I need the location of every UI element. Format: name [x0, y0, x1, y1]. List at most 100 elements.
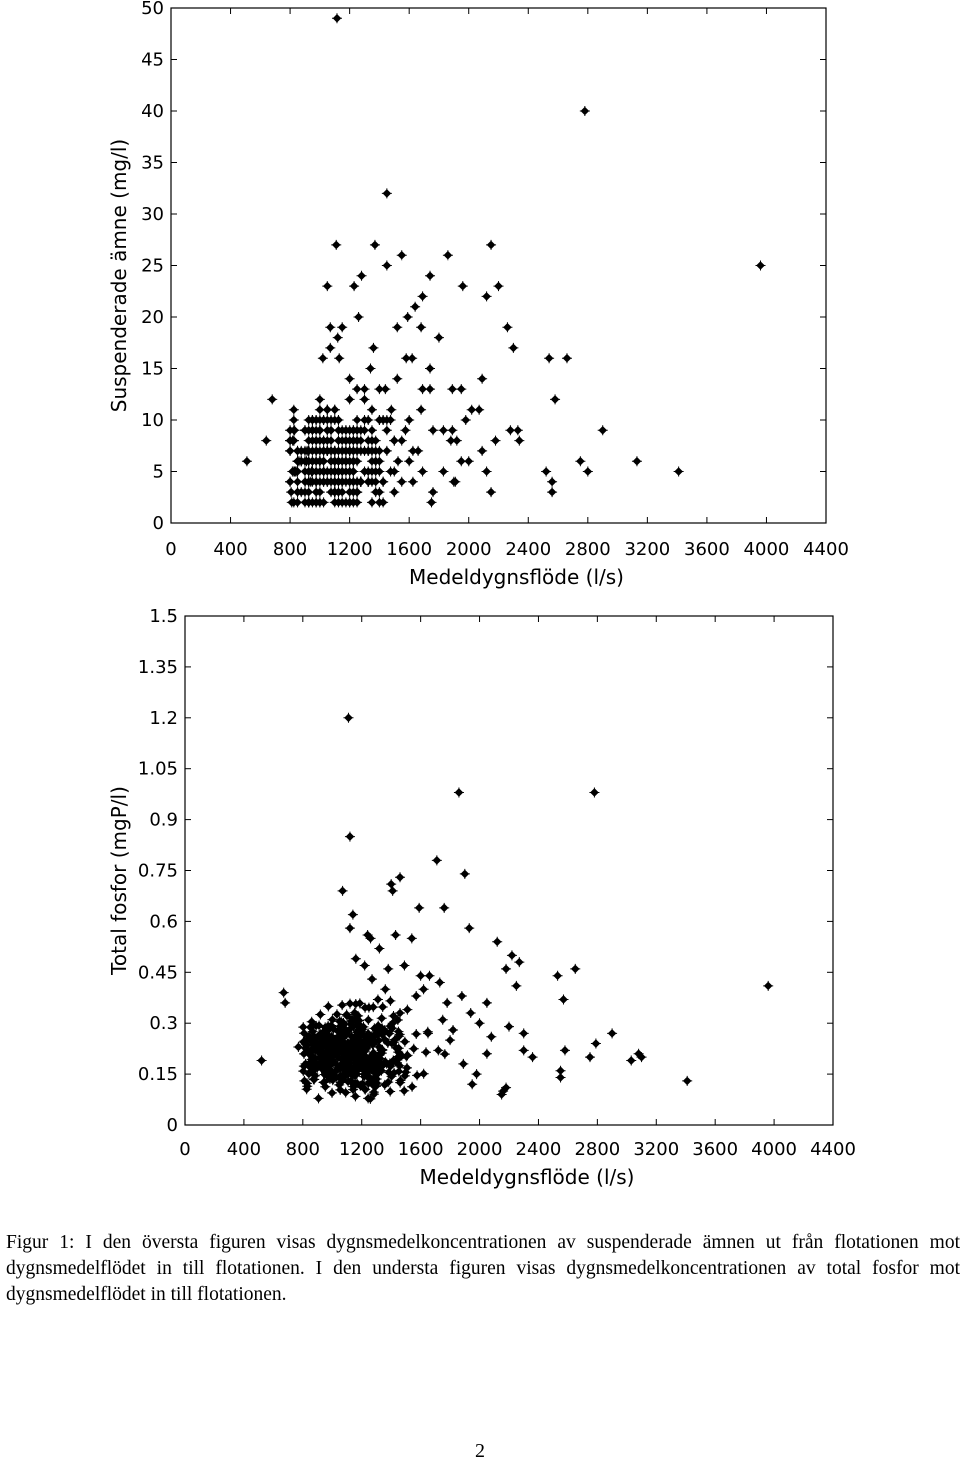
data-point: [433, 1045, 444, 1056]
data-point: [374, 1059, 385, 1070]
data-point: [288, 415, 299, 425]
data-point: [351, 1068, 362, 1079]
data-point: [292, 476, 303, 487]
data-point: [385, 466, 396, 477]
data-point: [407, 1081, 418, 1092]
data-point: [338, 1017, 349, 1028]
data-point: [386, 404, 397, 415]
data-point: [456, 991, 467, 1002]
y-tick-label: 0.6: [149, 911, 178, 932]
data-point: [344, 923, 355, 934]
data-point: [552, 970, 563, 981]
x-tick-label: 4000: [751, 1139, 797, 1160]
x-tick-label: 1200: [339, 1139, 385, 1160]
data-point: [389, 435, 400, 446]
data-point: [410, 301, 421, 312]
x-tick-label: 800: [286, 1139, 320, 1160]
data-point: [302, 1081, 313, 1092]
data-point: [763, 980, 774, 991]
data-point: [442, 997, 453, 1008]
data-point: [582, 466, 593, 477]
y-tick-label: 25: [141, 256, 164, 277]
data-point: [347, 909, 358, 920]
data-point: [392, 1015, 403, 1026]
data-point: [285, 435, 296, 446]
data-point: [481, 997, 492, 1008]
data-point: [359, 1044, 370, 1055]
x-tick-label: 3200: [624, 539, 670, 560]
data-point: [408, 1043, 419, 1054]
data-point: [323, 1001, 334, 1012]
data-point: [490, 435, 501, 446]
data-point: [340, 1070, 351, 1081]
data-point: [590, 1038, 601, 1049]
data-point: [318, 1058, 329, 1069]
data-point: [369, 1023, 380, 1034]
data-point: [463, 456, 474, 467]
data-point: [365, 363, 376, 374]
data-point: [383, 1067, 394, 1078]
x-tick-label: 3600: [684, 539, 730, 560]
data-point: [342, 1010, 353, 1021]
x-tick-label: 2000: [446, 539, 492, 560]
scatter-plot-suspended-solids: 0 400 800 1200 1600 2000 2400 2800 3200 3600 4000 4…: [107, 0, 849, 589]
data-point: [448, 476, 459, 487]
data-point: [445, 435, 456, 446]
data-point: [378, 415, 389, 425]
y-tick-label: 50: [141, 0, 164, 19]
data-point: [368, 342, 379, 353]
data-point: [457, 281, 468, 292]
data-point: [308, 1031, 319, 1042]
data-point: [400, 1067, 411, 1078]
x-tick-label: 4400: [803, 539, 849, 560]
data-point: [381, 188, 392, 199]
data-point: [402, 312, 413, 322]
data-point: [256, 1055, 267, 1066]
data-point: [396, 476, 407, 487]
x-tick-label: 3600: [692, 1139, 738, 1160]
data-point: [344, 456, 355, 467]
data-point: [392, 1057, 403, 1068]
data-point: [376, 1013, 387, 1024]
data-point: [337, 885, 348, 896]
data-point: [385, 995, 396, 1006]
data-point: [448, 1024, 459, 1035]
data-point: [314, 394, 325, 405]
data-point: [404, 456, 415, 467]
x-axis-label: Medeldygnsflöde (l/s): [409, 565, 624, 589]
y-tick-label: 10: [141, 410, 164, 431]
data-point: [374, 466, 385, 477]
data-point: [633, 1048, 644, 1059]
data-point: [299, 497, 310, 508]
data-point: [396, 250, 407, 261]
data-point: [399, 1036, 410, 1047]
data-point: [344, 394, 355, 405]
data-point: [348, 1078, 359, 1089]
data-point: [456, 384, 467, 395]
y-tick-label: 0: [153, 513, 164, 534]
data-point: [350, 953, 361, 964]
y-axis-label: Suspenderade ämne (mg/l): [107, 139, 131, 412]
data-point: [337, 445, 348, 456]
data-point: [289, 425, 300, 436]
data-point: [330, 1058, 341, 1069]
data-point: [395, 1008, 406, 1019]
data-point: [458, 1058, 469, 1069]
x-tick-label: 1600: [398, 1139, 444, 1160]
data-point: [303, 456, 314, 467]
data-points: [241, 13, 766, 508]
plot-frame: [184, 615, 834, 1126]
data-point: [438, 425, 449, 436]
data-point: [673, 466, 684, 477]
data-point: [386, 1038, 397, 1049]
data-point: [395, 1075, 406, 1086]
data-point: [368, 1002, 379, 1013]
data-point: [376, 1044, 387, 1055]
x-tick-label: 4000: [744, 539, 790, 560]
data-point: [360, 1002, 371, 1013]
data-point: [351, 1027, 362, 1038]
data-point: [416, 404, 427, 415]
data-point: [383, 963, 394, 974]
data-point: [363, 1014, 374, 1025]
data-point: [400, 425, 411, 436]
